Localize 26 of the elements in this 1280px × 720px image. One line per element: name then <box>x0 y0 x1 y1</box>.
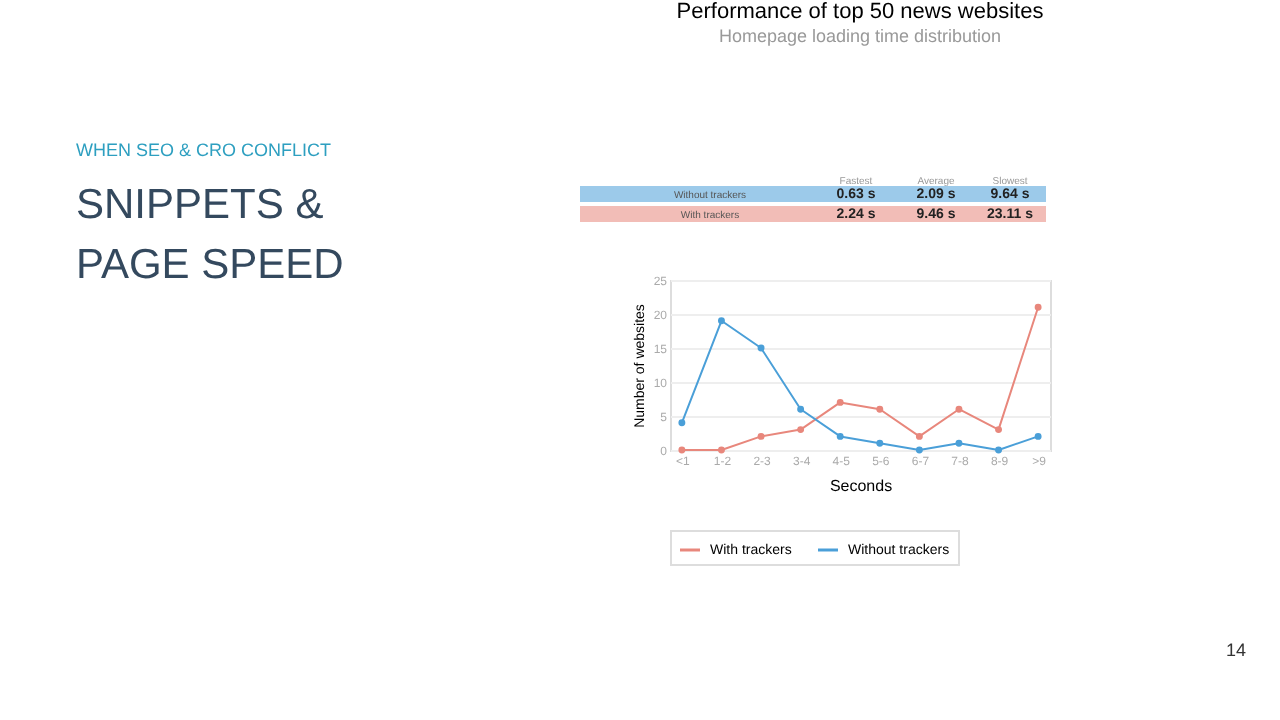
point <box>1034 303 1042 311</box>
point <box>797 426 805 434</box>
point <box>876 439 884 447</box>
point <box>678 419 686 427</box>
text: SNIPPETS & PAGE SPEED <box>76 182 344 288</box>
point <box>717 446 725 454</box>
x-axis-title: Seconds <box>829 477 893 495</box>
point <box>955 439 963 447</box>
point <box>955 405 963 413</box>
point <box>836 398 844 406</box>
point <box>678 446 686 454</box>
point <box>995 426 1003 434</box>
point <box>836 432 844 440</box>
point <box>995 446 1003 454</box>
point <box>797 405 805 413</box>
point <box>876 405 884 413</box>
text: WHEN SEO & CRO CONFLICT <box>76 140 333 160</box>
point <box>1034 432 1042 440</box>
chart-subtitle: Homepage loading time distribution <box>718 26 1002 46</box>
point <box>757 432 765 440</box>
point <box>757 344 765 352</box>
point <box>915 432 923 440</box>
point <box>717 317 725 325</box>
point <box>915 446 923 454</box>
text: 14 <box>1225 640 1247 660</box>
chart-title: Performance of top 50 news websites <box>676 0 1045 24</box>
